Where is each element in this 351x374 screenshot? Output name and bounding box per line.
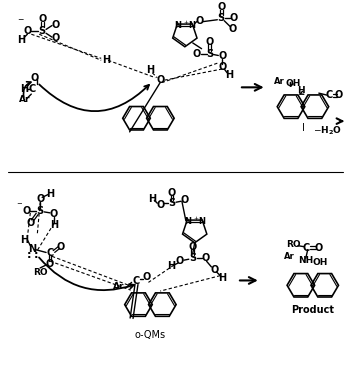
Text: O: O — [314, 243, 323, 252]
Text: O: O — [229, 24, 237, 34]
Text: O: O — [38, 14, 46, 24]
Text: O: O — [218, 52, 226, 61]
Text: O: O — [335, 90, 343, 100]
Text: H: H — [225, 70, 233, 80]
Text: I: I — [302, 123, 304, 133]
Text: S: S — [206, 49, 213, 59]
Text: OH: OH — [313, 258, 328, 267]
Text: O: O — [156, 200, 164, 210]
Text: C: C — [133, 276, 140, 286]
Text: O: O — [156, 74, 164, 85]
Text: O: O — [168, 188, 176, 197]
Text: O: O — [201, 253, 210, 263]
Text: H: H — [20, 84, 28, 94]
Text: N: N — [188, 21, 195, 30]
Text: Ar: Ar — [19, 95, 30, 104]
Text: S: S — [39, 26, 46, 36]
Text: O: O — [142, 272, 151, 282]
Text: o-QMs: o-QMs — [135, 331, 166, 340]
Text: O: O — [57, 242, 65, 252]
Text: H: H — [18, 35, 26, 45]
Text: H: H — [46, 188, 54, 199]
Text: H: H — [148, 194, 157, 204]
Text: H: H — [102, 55, 110, 65]
Text: S: S — [37, 206, 44, 216]
Text: O: O — [210, 265, 219, 275]
Text: H: H — [20, 235, 28, 245]
Text: H: H — [297, 86, 305, 95]
Text: O: O — [52, 19, 60, 30]
Text: H: H — [146, 65, 154, 75]
Text: $\mathbf{:}$: $\mathbf{:}$ — [31, 250, 38, 260]
Text: $^+$: $^+$ — [182, 19, 190, 28]
Text: $\mathbf{:}$: $\mathbf{:}$ — [24, 250, 31, 260]
Text: O: O — [52, 33, 60, 43]
Text: O: O — [193, 49, 201, 59]
Text: N: N — [28, 243, 37, 254]
Text: O: O — [230, 13, 238, 23]
Text: O: O — [26, 218, 34, 227]
Text: C: C — [325, 90, 332, 100]
Text: O: O — [23, 26, 32, 36]
Text: RO: RO — [33, 268, 47, 277]
Text: O: O — [50, 209, 58, 219]
Text: O: O — [217, 2, 225, 12]
Text: $^+$: $^+$ — [192, 215, 199, 224]
Text: O: O — [36, 194, 44, 204]
Text: NH: NH — [298, 256, 313, 265]
Text: Ar: Ar — [113, 282, 125, 291]
Text: N: N — [174, 21, 181, 30]
Text: S: S — [189, 253, 196, 263]
Text: C: C — [29, 84, 36, 94]
Text: H: H — [50, 220, 58, 230]
Text: Ar: Ar — [284, 252, 294, 261]
Text: O: O — [196, 16, 204, 26]
Text: O: O — [46, 259, 54, 269]
Text: S: S — [168, 198, 176, 208]
Text: N: N — [198, 217, 205, 226]
Text: N: N — [184, 217, 191, 226]
Text: O: O — [188, 242, 197, 252]
Text: OH: OH — [285, 79, 301, 88]
Text: RO: RO — [286, 240, 300, 249]
Text: O: O — [218, 62, 226, 72]
Text: O: O — [22, 206, 31, 216]
Text: $^-$: $^-$ — [16, 18, 25, 28]
Text: Product: Product — [291, 306, 334, 315]
Text: C: C — [46, 248, 54, 258]
Text: S: S — [218, 13, 225, 23]
Text: H: H — [167, 261, 175, 271]
Text: C: C — [302, 243, 309, 252]
Text: O: O — [176, 256, 184, 266]
Text: H: H — [218, 273, 226, 283]
Text: O: O — [181, 195, 189, 205]
Text: O: O — [205, 37, 213, 47]
Text: Ar: Ar — [274, 77, 285, 86]
Text: $-\mathbf{H_2O}$: $-\mathbf{H_2O}$ — [313, 125, 342, 137]
Text: $^-$: $^-$ — [15, 201, 24, 211]
Text: O: O — [30, 73, 38, 83]
